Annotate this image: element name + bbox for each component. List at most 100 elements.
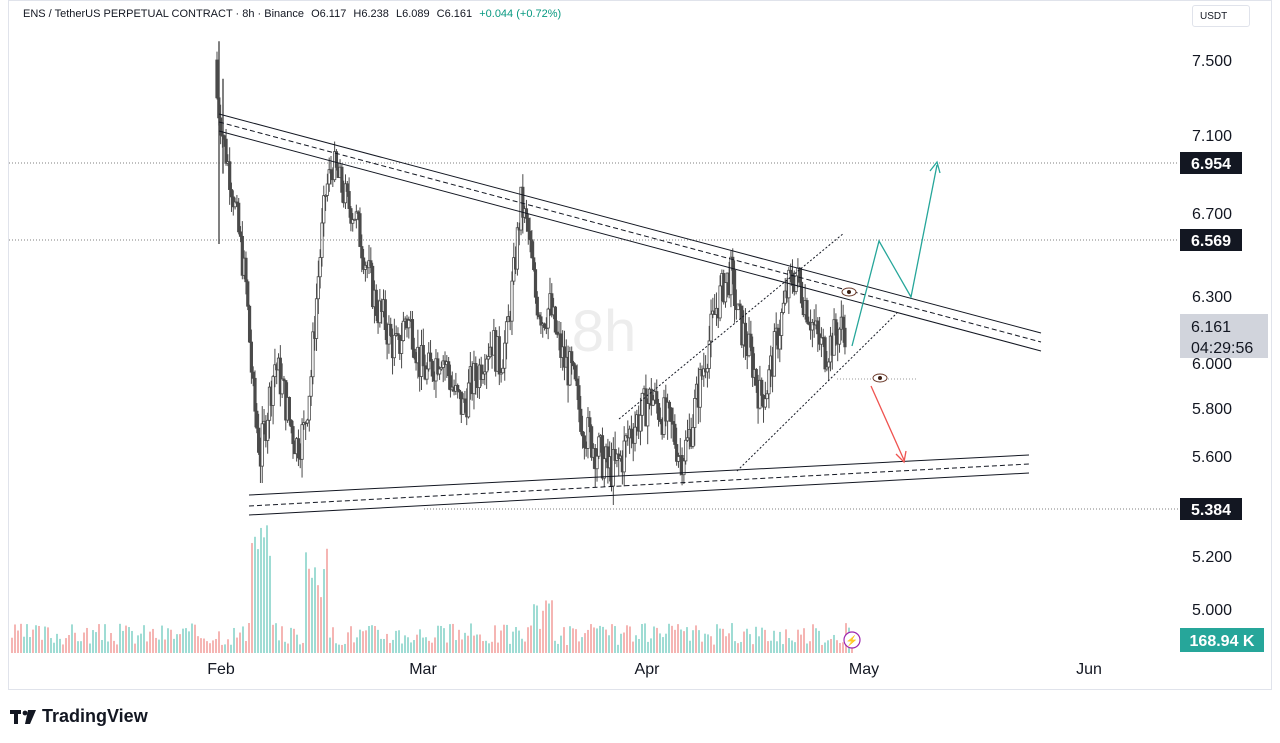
volume-bar	[443, 628, 445, 653]
candle-body	[819, 337, 824, 345]
volume-bar	[710, 636, 712, 653]
bullish-path[interactable]	[851, 164, 938, 347]
volume-bar	[494, 625, 496, 653]
last-price-tag[interactable]	[1180, 314, 1268, 358]
trendline[interactable]	[248, 472, 1030, 516]
volume-bar	[377, 629, 379, 653]
trendline[interactable]	[248, 454, 1030, 496]
candle-body	[763, 398, 767, 408]
candle-body	[526, 217, 530, 232]
volume-bar	[338, 644, 340, 653]
volume-bar	[788, 638, 790, 653]
volume-bar	[647, 641, 649, 653]
volume-bar	[149, 631, 151, 653]
volume-bar	[497, 642, 499, 653]
volume-bar	[698, 630, 700, 653]
candle-body	[486, 356, 491, 360]
trendline[interactable]	[218, 121, 1042, 343]
volume-bar	[383, 638, 385, 653]
volume-bar	[575, 629, 577, 653]
volume-bar	[725, 636, 727, 653]
volume-bar	[683, 631, 685, 653]
trendline[interactable]	[218, 113, 1042, 334]
candle-body	[271, 376, 275, 406]
volume-bar	[101, 639, 103, 653]
candle-body	[340, 166, 344, 193]
candle-body	[573, 365, 577, 380]
candle-body	[633, 426, 637, 444]
price-chart[interactable]: 8h ⚡ 7.500 7.100 6.700 6.300 6.000 5.800 5.600…	[9, 1, 1271, 689]
price-tag-label: 6.569	[1191, 233, 1231, 250]
candle-body	[501, 367, 505, 374]
volume-bar	[638, 638, 640, 653]
price-tag[interactable]	[1180, 229, 1242, 251]
candle-body	[698, 369, 702, 408]
volume-bar	[509, 643, 511, 653]
volume-bar	[731, 623, 733, 653]
volume-bar	[86, 627, 88, 653]
candle-body	[347, 191, 351, 209]
currency-button[interactable]: USDT	[1192, 5, 1250, 27]
bearish-path[interactable]	[870, 385, 905, 461]
volume-bar	[836, 640, 838, 653]
candle-body	[461, 398, 465, 415]
trendline[interactable]	[218, 130, 1042, 352]
volume-bar	[623, 632, 625, 653]
candle-body	[707, 340, 711, 369]
tradingview-logo[interactable]: TradingView	[10, 706, 148, 727]
candle-body	[586, 417, 590, 449]
candle-body	[215, 59, 219, 99]
symbol-name[interactable]: ENS / TetherUS PERPETUAL CONTRACT · 8h ·…	[23, 8, 304, 20]
volume-bar	[290, 627, 292, 653]
candle-body	[841, 316, 845, 329]
volume-bar	[767, 641, 769, 653]
volume-bar	[656, 627, 658, 653]
volume-bar	[722, 628, 724, 653]
candle-body	[219, 117, 223, 136]
volume-bar	[548, 603, 550, 653]
candle-body	[827, 361, 831, 368]
volume-bar	[275, 623, 277, 653]
candlesticks	[215, 41, 847, 506]
volume-bar	[215, 638, 217, 653]
volume-bar	[164, 639, 166, 653]
volume-bar	[809, 641, 811, 653]
volume-bar	[299, 644, 301, 653]
candle-body	[624, 435, 628, 442]
price-tag[interactable]	[1180, 498, 1242, 520]
candle-body	[425, 368, 429, 380]
lightning-icon[interactable]	[843, 631, 861, 649]
volume-bar	[719, 628, 721, 653]
candle-body	[749, 333, 753, 348]
candle-body	[399, 340, 404, 354]
candle-body	[515, 227, 520, 270]
candle-body	[765, 393, 769, 400]
volume-bar	[125, 625, 127, 653]
volume-bar	[287, 643, 289, 653]
volume-bar	[122, 630, 124, 653]
volume-bar	[590, 624, 592, 653]
volume-tag[interactable]	[1180, 628, 1264, 652]
volume-bar	[620, 633, 622, 653]
volume-bar	[245, 641, 247, 653]
volume-bar	[530, 625, 532, 653]
volume-bar	[128, 627, 130, 653]
volume-bar	[206, 641, 208, 653]
volume-bar	[785, 629, 787, 653]
trendline[interactable]	[248, 463, 1030, 507]
volume-bar	[506, 624, 508, 653]
volume-bar	[326, 548, 328, 653]
volume-bar	[761, 627, 763, 653]
volume-bar	[602, 626, 604, 653]
volume-bar	[659, 633, 661, 653]
candle-body	[588, 417, 592, 428]
price-tag[interactable]	[1180, 152, 1242, 174]
volume-bar	[425, 637, 427, 653]
volume-bar	[347, 632, 349, 653]
trendline[interactable]	[618, 232, 845, 420]
candle-body	[760, 379, 764, 396]
price-tag-label: 5.384	[1191, 502, 1231, 519]
trendline[interactable]	[736, 312, 898, 472]
volume-bar	[35, 625, 37, 653]
volume-bar	[32, 629, 34, 653]
